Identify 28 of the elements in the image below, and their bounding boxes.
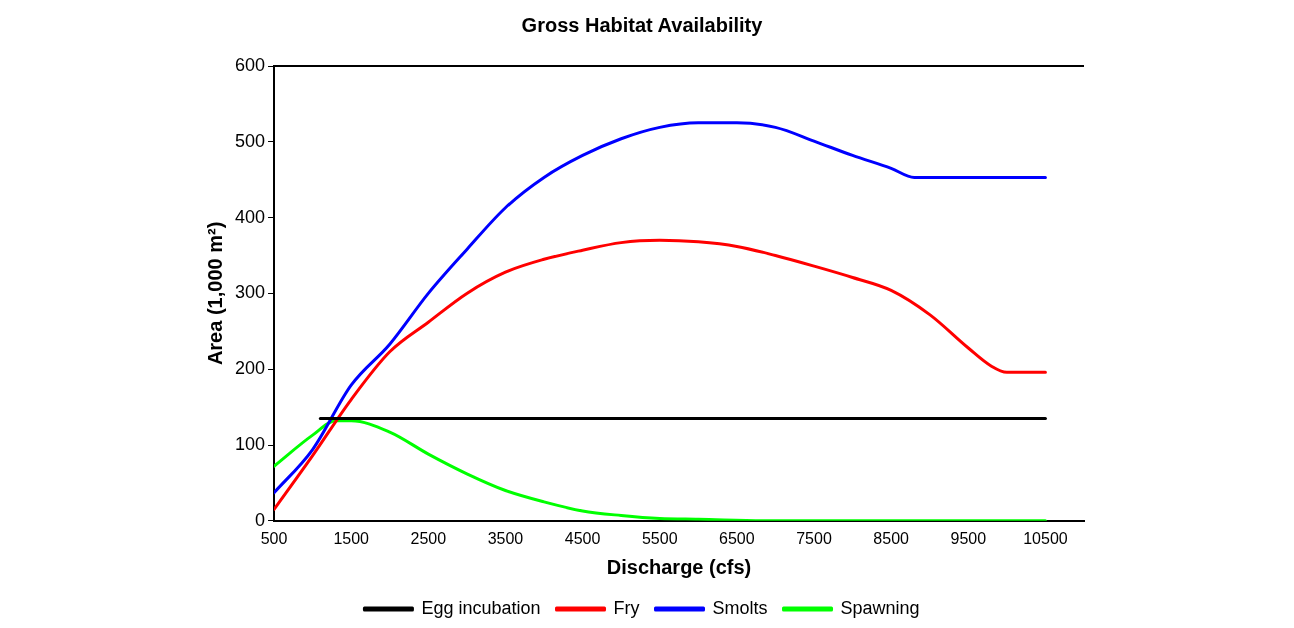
x-tick-label: 1500 — [333, 529, 370, 547]
x-axis-title: Discharge (cfs) — [606, 555, 752, 578]
x-tick-label: 9500 — [950, 529, 987, 547]
x-tick-label: 10500 — [1023, 529, 1068, 547]
y-tick-label: 0 — [255, 509, 266, 530]
legend-label: Smolts — [712, 597, 768, 618]
x-tick-label: 8500 — [873, 529, 910, 547]
y-tick-label: 100 — [234, 433, 266, 454]
y-tick-label: 500 — [234, 130, 266, 151]
x-tick-label: 500 — [260, 529, 288, 547]
line-series — [274, 121, 1047, 495]
line-series — [274, 238, 1047, 511]
y-axis-title: Area (1,000 m²) — [203, 221, 226, 366]
y-tick-label: 400 — [234, 206, 266, 227]
y-tick-label: 200 — [234, 358, 266, 379]
legend-label: Egg incubation — [421, 597, 541, 618]
y-tick-label: 600 — [234, 54, 266, 75]
x-tick-label: 2500 — [410, 529, 447, 547]
legend-label: Fry — [613, 597, 640, 618]
x-tick-label: 4500 — [564, 529, 601, 547]
x-tick-label: 7500 — [796, 529, 832, 547]
legend-label: Spawning — [840, 597, 920, 618]
y-tick-label: 300 — [234, 282, 266, 303]
x-tick-label: 3500 — [487, 529, 524, 547]
x-tick-label: 6500 — [719, 529, 755, 547]
chart-title: Gross Habitat Availability — [521, 13, 764, 36]
line-series — [274, 419, 1047, 521]
x-tick-label: 5500 — [641, 529, 678, 547]
